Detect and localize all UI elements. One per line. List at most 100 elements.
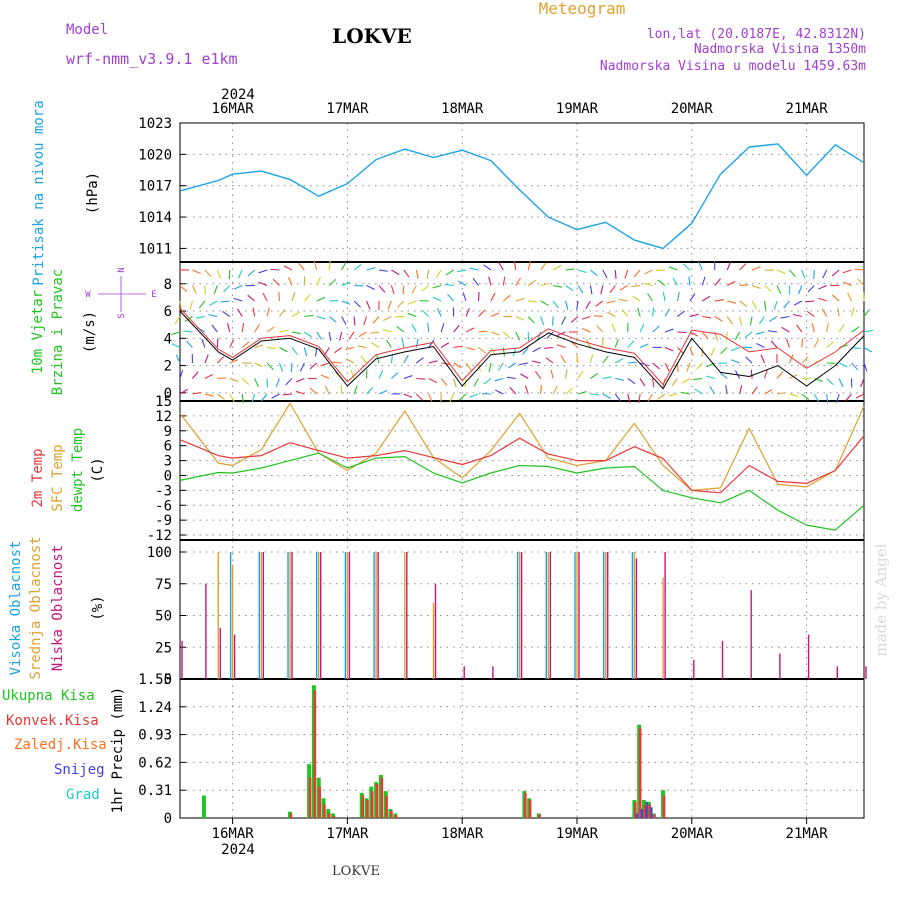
wind-arrow (822, 269, 828, 279)
sfc-temp-line (179, 402, 865, 491)
wind-arrow (509, 386, 517, 395)
wind-arrow (817, 297, 827, 302)
wind-arrow (513, 261, 517, 271)
wind-arrow (838, 324, 845, 333)
wind-arrow (387, 300, 392, 310)
wind-arrow (278, 291, 281, 302)
wind-arrow (546, 331, 554, 339)
wind-arrow (595, 300, 604, 307)
wind-arrow (298, 262, 305, 271)
wind-arrow (385, 339, 392, 348)
wind-arrow (378, 285, 386, 293)
wind-arrow (851, 326, 860, 333)
wind-arrow (633, 269, 641, 278)
wind-arrow (515, 277, 522, 286)
wind-arrow (462, 292, 467, 302)
wind-arrow (223, 285, 231, 293)
wind-arrow (565, 387, 573, 395)
y-tick-label: 1011 (138, 241, 172, 257)
wind-arrow (652, 378, 655, 388)
wind-arrow (415, 393, 424, 401)
y-tick-label: 6 (164, 439, 172, 455)
wind-arrow (837, 307, 840, 317)
wind-arrow (770, 340, 778, 348)
wind-arrow (585, 300, 591, 309)
y-tick-label: 100 (147, 545, 172, 561)
wind-arrow (694, 388, 703, 395)
wind-arrow (751, 386, 758, 395)
wind-arrow (831, 269, 840, 277)
wind-arrow (544, 346, 554, 349)
wind-arrow (465, 346, 475, 351)
wind-arrow (421, 309, 430, 317)
wind-arrow (565, 268, 575, 271)
wind-arrow (432, 296, 442, 302)
wind-arrow (201, 338, 206, 348)
y-tick-label: -6 (155, 498, 172, 514)
wind-arrow (627, 378, 636, 385)
wind-arrow (639, 323, 645, 333)
wind-arrow (671, 378, 678, 387)
wind-arrow (216, 338, 219, 348)
y-tick-label: 0.62 (138, 755, 172, 771)
wind-arrow (726, 280, 736, 286)
precip-bar (634, 801, 637, 818)
wind-arrow (478, 309, 486, 317)
wind-arrow (805, 300, 815, 303)
wind-arrow (247, 294, 255, 302)
wind-arrow (437, 308, 442, 317)
wind-arrow (668, 393, 678, 397)
wind-arrow (843, 281, 852, 287)
wind-arrow (577, 370, 584, 379)
wind-arrow (440, 323, 445, 333)
wind-arrow (647, 293, 654, 302)
wind-arrow (341, 316, 347, 325)
wind-arrow (621, 309, 629, 317)
precip-bar (636, 813, 639, 818)
wind-arrow (411, 323, 417, 333)
wind-arrow (863, 362, 868, 372)
wind-arrow (191, 285, 197, 294)
wind-arrow (788, 269, 796, 277)
wind-arrow (668, 266, 678, 271)
wind-arrow (179, 369, 184, 379)
top-day-labels: 16MAR 17MAR 18MAR 19MAR 20MAR 21MAR (212, 101, 829, 117)
wind-arrow (560, 355, 566, 364)
wind-arrow (689, 313, 699, 318)
wind-arrow (750, 369, 753, 379)
y-tick-label: -12 (147, 528, 172, 544)
precip-bar (366, 800, 369, 818)
wind-arrow (229, 339, 235, 348)
wind-legend-e: E (151, 290, 156, 300)
wind-arrow (507, 362, 517, 369)
bottom-day-label: 19MAR (556, 826, 599, 842)
wind-arrow (776, 371, 784, 379)
wind-arrow (465, 307, 470, 317)
wind-arrow (371, 342, 380, 348)
wind-arrow (348, 331, 355, 340)
wind-arrow (689, 293, 696, 302)
wind-arrow (445, 269, 454, 276)
wind-arrow (341, 300, 351, 305)
wind-arrow (315, 347, 318, 357)
wind-ylabels: 10m Vjetar Brzina i Pravac (m/s) N S W E (30, 267, 157, 395)
wind-arrow (488, 362, 492, 372)
model-name: wrf-nmm_v3.9.1 e1km (66, 50, 238, 68)
wind-arrow (863, 347, 873, 353)
wind-arrow (498, 262, 504, 271)
wind-arrow (783, 300, 790, 309)
wind-arrow (739, 300, 748, 307)
wind-arrow (241, 323, 245, 333)
precip-bar (645, 801, 648, 818)
wind-arrow (726, 316, 733, 325)
panel-1: 0 2 4 6 8 (164, 261, 865, 402)
dewpt-line (179, 452, 865, 531)
wind-arrow (175, 354, 181, 364)
wind-arrow (644, 269, 653, 275)
wind-arrow (478, 347, 486, 354)
wind-arrow (860, 378, 865, 388)
wind-arrow (662, 292, 666, 302)
wind-arrow (449, 393, 455, 403)
wind-arrow (369, 331, 380, 334)
wind-arrow (731, 359, 740, 364)
